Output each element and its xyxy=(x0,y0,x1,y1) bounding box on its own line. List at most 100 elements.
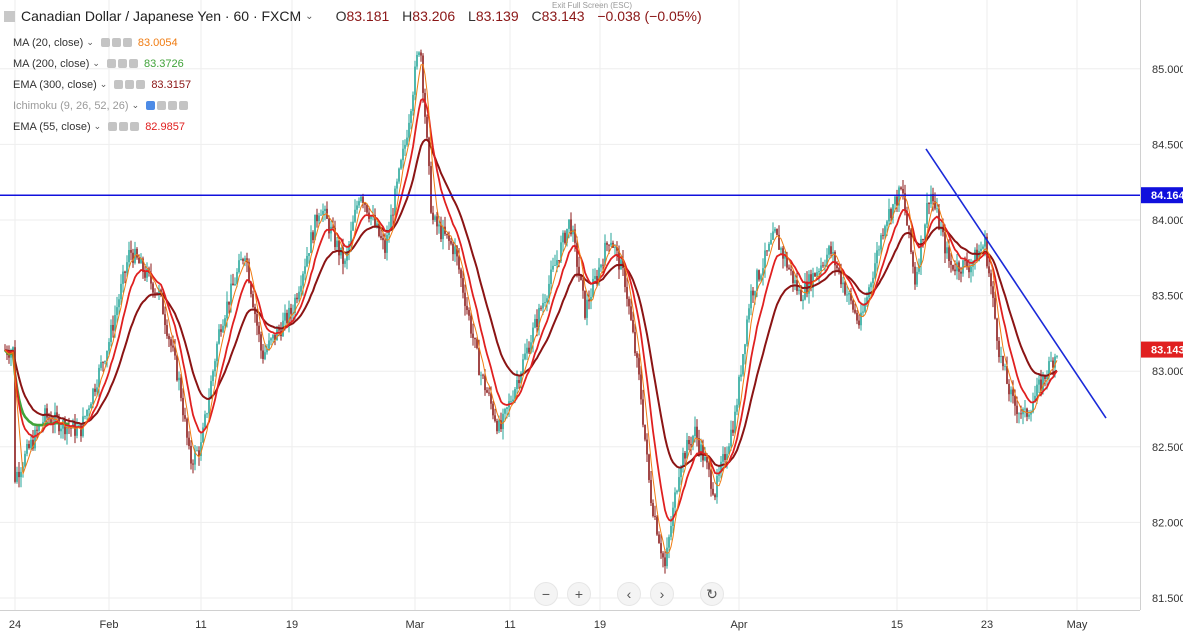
candle-body xyxy=(278,329,280,331)
candle-body xyxy=(130,250,132,253)
candle-body xyxy=(74,421,76,436)
x-tick-label: Mar xyxy=(406,619,425,631)
candle-body xyxy=(1038,379,1040,385)
hidden-eye-icon[interactable] xyxy=(146,101,156,110)
candle-body xyxy=(786,255,788,268)
ohlc-readout: O83.181 H83.206 L83.139 C83.143 −0.038 (… xyxy=(336,8,711,24)
candle-body xyxy=(432,212,434,220)
gear-icon[interactable] xyxy=(157,101,167,110)
zoom-out-button[interactable]: − xyxy=(534,582,558,606)
zoom-in-button[interactable]: + xyxy=(567,582,591,606)
scroll-right-button[interactable]: › xyxy=(650,582,674,606)
candle-body xyxy=(1040,379,1042,391)
candle-body xyxy=(392,214,394,216)
close-label: C xyxy=(531,8,542,24)
candle-body xyxy=(800,289,802,302)
candle-body xyxy=(378,223,380,237)
braces-icon[interactable] xyxy=(168,101,178,110)
candle-body xyxy=(798,289,800,291)
candle-body xyxy=(950,260,952,265)
candle-body xyxy=(758,270,760,280)
candle-body xyxy=(192,463,194,465)
candle-body xyxy=(410,111,412,123)
candle-body xyxy=(478,348,480,376)
candle-body xyxy=(486,390,488,393)
candle-body xyxy=(882,235,884,236)
close-icon[interactable] xyxy=(130,122,140,131)
indicator-ma200[interactable]: MA (200, close) ⌄ 83.3726 xyxy=(13,53,194,74)
candle-body xyxy=(900,187,902,189)
candle-body xyxy=(924,224,926,241)
candle-body xyxy=(212,371,214,382)
candle-body xyxy=(944,232,946,254)
candle-body xyxy=(476,339,478,349)
candle-body xyxy=(708,462,710,470)
candle-body xyxy=(8,354,10,358)
candle-body xyxy=(994,297,996,319)
x-tick-label: May xyxy=(1067,619,1088,631)
chevron-down-icon[interactable]: ⌄ xyxy=(86,37,94,47)
close-icon[interactable] xyxy=(136,80,146,89)
indicator-name: EMA (300, close) xyxy=(13,78,97,91)
gear-icon[interactable] xyxy=(117,59,127,68)
chevron-down-icon[interactable]: ⌄ xyxy=(131,100,140,110)
candle-body xyxy=(576,242,578,267)
indicator-ma20[interactable]: MA (20, close) ⌄ 83.0054 xyxy=(13,32,194,53)
eye-icon[interactable] xyxy=(106,59,116,68)
candle-body xyxy=(638,357,640,375)
candle-body xyxy=(470,315,472,334)
reset-chart-button[interactable]: ↻ xyxy=(700,582,724,606)
exit-full-screen-hint[interactable]: Exit Full Screen (ESC) xyxy=(552,1,633,10)
candle-body xyxy=(604,242,606,266)
high-value: 83.206 xyxy=(412,8,456,24)
chevron-down-icon[interactable]: ⌄ xyxy=(99,79,108,89)
scroll-left-button[interactable]: ‹ xyxy=(617,582,641,606)
candle-body xyxy=(474,337,476,340)
close-icon[interactable] xyxy=(128,59,138,68)
gear-icon[interactable] xyxy=(119,122,129,131)
candle-body xyxy=(1002,355,1004,367)
candle-body xyxy=(978,251,980,261)
eye-icon[interactable] xyxy=(114,80,124,89)
candle-body xyxy=(200,442,202,457)
candle-body xyxy=(186,418,188,438)
candle-body xyxy=(628,298,630,307)
symbol-title[interactable]: Canadian Dollar / Japanese Yen · 60 · FX… xyxy=(21,8,302,24)
eye-icon[interactable] xyxy=(108,122,118,131)
eye-icon[interactable] xyxy=(100,38,110,47)
candle-body xyxy=(108,342,110,351)
candle-body xyxy=(550,269,552,284)
open-value: 83.181 xyxy=(346,8,390,24)
indicator-ichimoku[interactable]: Ichimoku (9, 26, 52, 26) ⌄ xyxy=(13,95,194,116)
candle-body xyxy=(96,387,98,392)
candle-body xyxy=(172,345,174,348)
chevron-down-icon[interactable]: ⌄ xyxy=(305,10,314,22)
close-icon[interactable] xyxy=(122,38,132,47)
y-tick-label: 85.000 xyxy=(1152,64,1183,76)
candle-body xyxy=(156,292,158,295)
candle-body xyxy=(402,148,404,161)
chevron-down-icon[interactable]: ⌄ xyxy=(92,58,100,68)
candle-body xyxy=(466,305,468,311)
candle-body xyxy=(1046,376,1048,380)
candle-body xyxy=(164,314,166,326)
candle-body xyxy=(520,372,522,384)
candle-body xyxy=(890,209,892,218)
candle-body xyxy=(264,352,266,360)
close-icon[interactable] xyxy=(179,101,189,110)
candle-body xyxy=(680,467,682,478)
trendline[interactable] xyxy=(925,148,1107,419)
gear-icon[interactable] xyxy=(111,38,121,47)
candle-body xyxy=(824,264,826,266)
candle-body xyxy=(450,240,452,244)
candle-body xyxy=(422,55,424,93)
candle-body xyxy=(732,429,734,433)
indicator-ema300[interactable]: EMA (300, close) ⌄ 83.3157 xyxy=(13,74,194,95)
candle-body xyxy=(342,247,344,264)
gear-icon[interactable] xyxy=(125,80,135,89)
candle-body xyxy=(1000,355,1002,358)
indicator-ema55[interactable]: EMA (55, close) ⌄ 82.9857 xyxy=(13,116,194,137)
chevron-down-icon[interactable]: ⌄ xyxy=(93,121,102,131)
candle-body xyxy=(710,469,712,489)
